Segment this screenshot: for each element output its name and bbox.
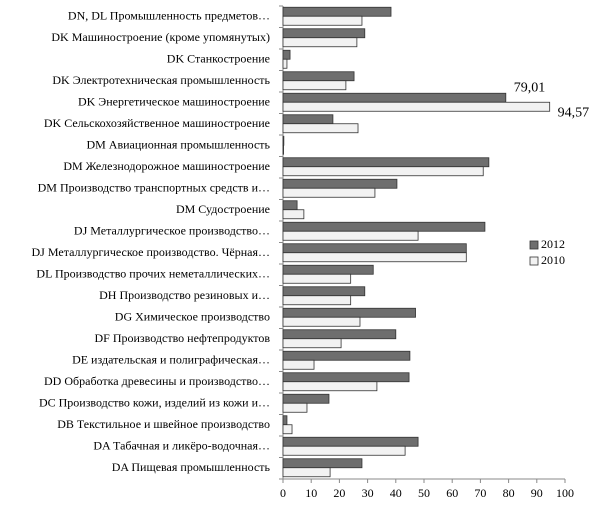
bar [282,467,331,478]
bar [282,445,406,456]
bar [282,273,352,284]
y-tick-label: DK Станкостроение [167,52,270,66]
bar [282,200,298,211]
legend-swatch [529,240,539,250]
bar [282,28,366,39]
y-tick-label: DM Железнодорожное машиностроение [63,159,270,173]
y-tick-label: DF Производство нефтепродуктов [94,331,270,345]
x-tick-label: 60 [446,486,458,500]
bar [282,402,308,413]
bar [282,209,305,220]
bar [282,92,507,103]
bar [282,166,484,177]
bar [282,135,285,146]
y-tick-label: DA Пищевая промышленность [112,460,271,474]
bar [282,6,392,17]
y-tick-label: DL Производство прочих неметаллических… [36,267,270,281]
x-tick-label: 0 [280,486,286,500]
y-tick-label: DC Производство кожи, изделий из кожи и… [39,396,270,410]
bar [282,359,315,370]
bar [282,264,374,275]
x-tick-label: 100 [556,486,574,500]
y-tick-label: DD Обработка древесины и производство… [44,374,270,388]
y-tick-label: DE издательская и полиграфическая… [72,353,270,367]
y-tick-label: DK Электротехническая промышленность [52,73,270,87]
y-tick-label: DK Сельскохозяйственное машиностроение [44,116,270,130]
bar [282,221,486,232]
value-label: 79,01 [514,80,546,95]
x-tick-label: 70 [474,486,486,500]
y-tick-label: DB Текстильное и швейное производство [57,417,270,431]
bar [282,58,288,69]
bar [282,458,363,469]
bar [282,415,288,426]
x-tick-label: 50 [418,486,430,500]
bar [282,178,398,189]
bar [282,350,411,361]
bar [282,230,419,241]
y-tick-label: DN, DL Промышленность предметов… [68,9,270,23]
y-tick-label: DG Химическое производство [115,310,270,324]
value-label: 94,57 [558,105,590,120]
bar [282,393,330,404]
x-tick-label: 30 [362,486,374,500]
y-tick-label: DA Табачная и ликёро-водочная… [93,439,270,453]
y-tick-label: DH Производство резиновых и… [99,288,270,302]
bar [282,243,467,254]
bar [282,372,410,383]
y-tick-label: DM Авиационная промышленность [86,138,270,152]
bar [282,316,361,327]
bar [282,114,334,125]
x-tick-label: 80 [503,486,515,500]
legend-label: 2012 [541,237,565,251]
x-tick-label: 40 [390,486,402,500]
bar [282,307,416,318]
bar [282,37,358,48]
bar [282,252,467,263]
bar [282,187,376,198]
bar [282,49,291,60]
bar [282,71,355,82]
bar [282,338,342,349]
bar [282,144,284,155]
bar [282,295,352,306]
y-tick-label: DK Энергетическое машиностроение [78,95,270,109]
y-tick-label: DJ Металлургическое производство… [74,224,270,238]
bar [282,101,551,112]
x-tick-label: 90 [531,486,543,500]
x-tick-label: 10 [305,486,317,500]
bar [282,424,293,435]
bar [282,286,366,297]
bar [282,381,378,392]
legend-swatch [529,256,539,266]
bar [282,15,363,26]
y-tick-label: DK Машиностроение (кроме упомянутых) [51,30,270,44]
bar [282,329,397,340]
y-tick-label: DM Производство транспортных средств и… [38,181,270,195]
x-tick-label: 20 [333,486,345,500]
bar [282,157,490,168]
y-tick-label: DJ Металлургическое производство. Чёрная… [32,245,270,259]
bar [282,123,359,134]
y-tick-label: DM Судостроение [176,202,270,216]
legend-label: 2010 [541,253,565,267]
bar [282,80,347,91]
bar [282,436,419,447]
